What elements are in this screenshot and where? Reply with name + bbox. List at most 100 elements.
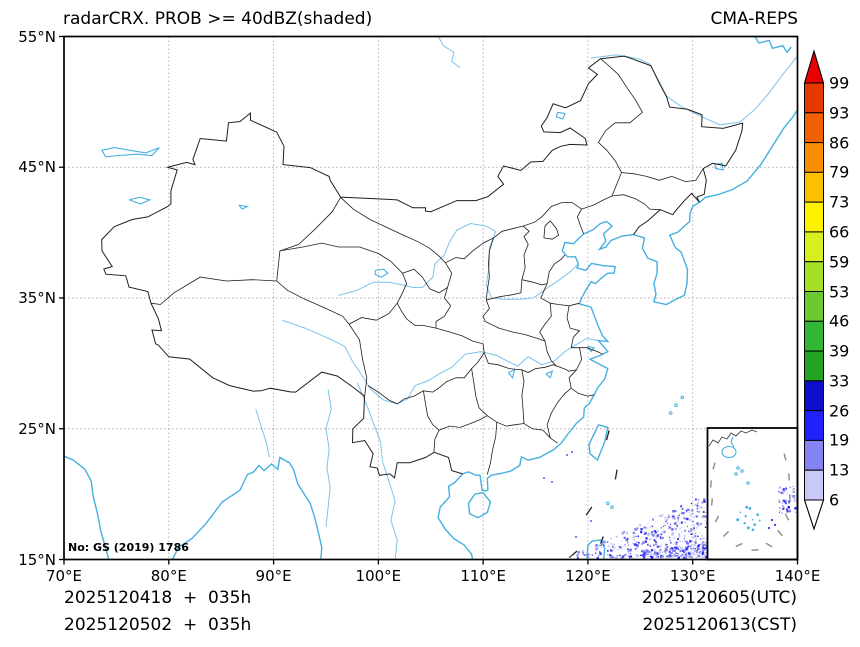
inset-island-dot	[734, 472, 738, 476]
shading-pixel	[625, 531, 629, 535]
shading-pixel	[687, 530, 690, 533]
shading-pixel	[664, 547, 666, 550]
shading-pixel	[636, 541, 638, 543]
colorbar-segment	[804, 201, 824, 233]
shading-pixel	[690, 551, 692, 553]
shading-pixel	[670, 542, 672, 544]
inset-island-dot	[740, 469, 744, 473]
shading-pixel	[612, 543, 616, 546]
inset-shading-pixel	[790, 486, 792, 488]
coastline	[437, 473, 474, 560]
shading-pixel	[678, 533, 680, 535]
shading-pixel	[627, 551, 630, 554]
shading-pixel	[624, 531, 626, 533]
shading-pixel	[667, 516, 670, 518]
shading-pixel	[687, 508, 689, 510]
inset-shading-pixel	[779, 510, 782, 512]
shading-pixel	[647, 550, 650, 553]
shading-pixel	[648, 538, 650, 540]
shading-pixel	[655, 533, 658, 536]
shading-pixel	[687, 551, 689, 553]
shading-pixel	[691, 536, 695, 539]
shading-pixel	[551, 481, 553, 483]
inset-shading-pixel	[790, 494, 793, 497]
shading-pixel	[674, 553, 676, 556]
shading-pixel	[645, 537, 648, 540]
inset-shading-pixel	[785, 489, 787, 491]
shading-pixel	[679, 549, 682, 553]
shading-pixel	[695, 536, 697, 538]
shading-pixel	[568, 556, 570, 558]
inset-leizhou-peninsula	[730, 436, 735, 448]
shading-pixel	[629, 556, 631, 558]
shading-pixel	[672, 555, 675, 557]
shading-pixel	[701, 537, 703, 540]
shading-pixel	[635, 535, 637, 538]
shading-pixel	[660, 533, 663, 536]
shading-pixel	[665, 543, 667, 546]
inset-shading-pixel	[779, 486, 781, 488]
shading-pixel	[677, 552, 680, 555]
shading-pixel	[652, 534, 655, 537]
shading-pixel	[623, 536, 625, 538]
shading-pixel	[701, 552, 704, 556]
lake-outline	[128, 196, 152, 205]
probability-shading	[543, 451, 709, 560]
province-borders-group	[150, 58, 704, 475]
inset-shading-pixel	[781, 490, 784, 492]
shading-pixel	[685, 509, 688, 512]
shading-pixel	[671, 528, 674, 531]
shading-pixel	[672, 510, 675, 513]
shading-pixel	[641, 554, 644, 557]
inset-shading-pixel	[780, 512, 783, 515]
shading-pixel	[676, 552, 678, 555]
shading-pixel	[653, 547, 654, 549]
colorbar-tick-label: 79	[829, 162, 850, 182]
lake-outline	[545, 370, 554, 379]
shading-pixel	[679, 523, 681, 525]
shading-pixel	[681, 511, 684, 515]
shading-pixel	[673, 546, 676, 549]
colorbar-underflow-cap	[803, 499, 825, 531]
shading-pixel	[692, 526, 696, 529]
shading-pixel	[582, 550, 584, 552]
shading-pixel	[687, 545, 689, 548]
province-border	[543, 220, 560, 240]
shading-pixel	[656, 551, 657, 553]
shading-pixel	[653, 549, 656, 551]
coastline	[754, 36, 792, 54]
shading-pixel	[618, 554, 621, 557]
shading-pixel	[633, 543, 637, 546]
shading-pixel	[675, 546, 678, 549]
shading-pixel	[602, 540, 605, 543]
shading-pixel	[627, 555, 630, 557]
inset-shading-pixel	[785, 499, 788, 502]
inset-nine-dash-segment	[777, 529, 783, 537]
colorbar-tick-label: 73	[829, 192, 850, 212]
shading-pixel	[668, 539, 672, 542]
colorbar-tick-label: 13	[829, 460, 850, 480]
x-tick-label: 130°E	[669, 567, 716, 585]
shading-pixel	[628, 556, 631, 559]
shading-pixel	[637, 544, 640, 546]
shading-pixel	[696, 507, 699, 510]
shading-pixel	[621, 540, 623, 542]
colorbar-segment	[804, 439, 824, 471]
shading-pixel	[670, 524, 671, 526]
shading-pixel	[704, 519, 706, 522]
inset-shading-pixel	[782, 499, 785, 502]
shading-pixel	[635, 543, 638, 547]
plot-title: radarCRX. PROB >= 40dBZ(shaded)	[63, 9, 373, 29]
shading-pixel	[677, 517, 680, 520]
shading-pixel	[662, 526, 664, 528]
province-border	[621, 168, 704, 183]
shading-pixel	[698, 511, 701, 513]
shading-pixel	[631, 542, 634, 544]
inset-nine-dash-segment	[784, 513, 790, 521]
inset-islet-speck	[751, 518, 754, 521]
shading-pixel	[696, 501, 700, 505]
colorbar-segment	[804, 380, 824, 412]
shading-pixel	[675, 523, 677, 525]
shading-pixel	[685, 541, 689, 545]
shading-pixel	[683, 537, 685, 540]
